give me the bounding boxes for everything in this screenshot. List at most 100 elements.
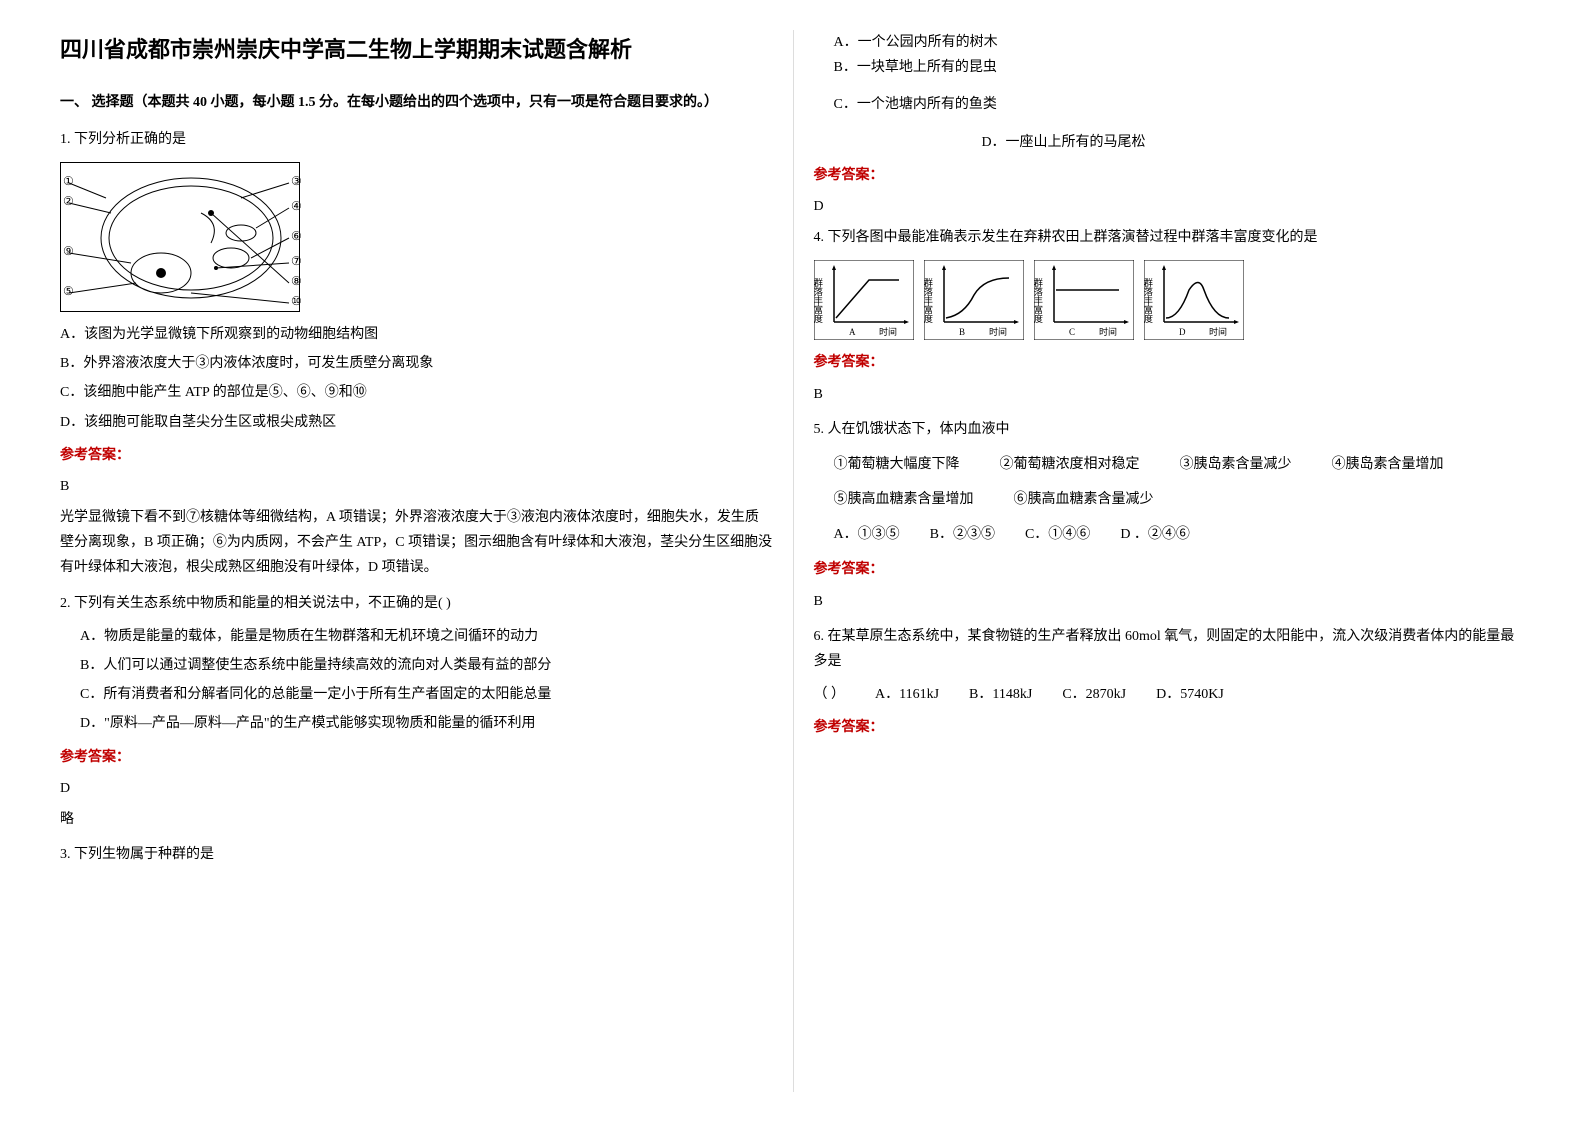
svg-text:⑩: ⑩ bbox=[291, 294, 301, 308]
svg-text:⑤: ⑤ bbox=[63, 284, 74, 298]
question-5: 5. 人在饥饿状态下，体内血液中 ①葡萄糖大幅度下降 ②葡萄糖浓度相对稳定 ③胰… bbox=[814, 417, 1528, 614]
q4-charts: 群落丰富度 A 时间 群落丰富度 B 时间 bbox=[814, 260, 1528, 340]
q2-options: A．物质是能量的载体，能量是物质在生物群落和无机环境之间循环的动力 B．人们可以… bbox=[60, 624, 773, 737]
q1-stem: 下列分析正确的是 bbox=[74, 132, 186, 147]
q6-options: （ ） A．1161kJ B．1148kJ C．2870kJ D．5740KJ bbox=[814, 682, 1528, 707]
svg-text:B: B bbox=[959, 327, 965, 337]
svg-text:时间: 时间 bbox=[1099, 326, 1117, 337]
svg-text:时间: 时间 bbox=[989, 326, 1007, 337]
q6-option-a: A．1161kJ bbox=[875, 682, 939, 707]
svg-text:⑧: ⑧ bbox=[291, 274, 301, 288]
q1-option-b: B．外界溶液浓度大于③内液体浓度时，可发生质壁分离现象 bbox=[60, 351, 773, 376]
question-3: 3. 下列生物属于种群的是 bbox=[60, 842, 773, 867]
q6-option-b: B．1148kJ bbox=[969, 682, 1032, 707]
q5-option-d: D ．②④⑥ bbox=[1120, 522, 1190, 547]
q1-options: A．该图为光学显微镜下所观察到的动物细胞结构图 B．外界溶液浓度大于③内液体浓度… bbox=[60, 322, 773, 435]
question-4: 4. 下列各图中最能准确表示发生在弃耕农田上群落演替过程中群落丰富度变化的是 群… bbox=[814, 225, 1528, 407]
q2-stem: 下列有关生态系统中物质和能量的相关说法中，不正确的是( ) bbox=[74, 596, 451, 611]
q5-number: 5. bbox=[814, 422, 825, 437]
q6-paren: （ ） bbox=[814, 682, 846, 707]
chart-c: 群落丰富度 C 时间 bbox=[1034, 260, 1134, 340]
svg-text:④: ④ bbox=[291, 199, 301, 213]
q6-answer-label: 参考答案： bbox=[814, 715, 1528, 740]
q4-answer: B bbox=[814, 382, 1528, 407]
section-header: 一、 选择题（本题共 40 小题，每小题 1.5 分。在每小题给出的四个选项中，… bbox=[60, 90, 773, 115]
q2-number: 2. bbox=[60, 596, 71, 611]
svg-text:⑦: ⑦ bbox=[291, 254, 301, 268]
q4-stem: 下列各图中最能准确表示发生在弃耕农田上群落演替过程中群落丰富度变化的是 bbox=[828, 230, 1318, 245]
chart-d: 群落丰富度 D 时间 bbox=[1144, 260, 1244, 340]
q5-item-2: ②葡萄糖浓度相对稳定 bbox=[1000, 452, 1140, 477]
q1-answer: B bbox=[60, 474, 773, 499]
q5-item-5: ⑤胰高血糖素含量增加 bbox=[834, 487, 974, 512]
q2-option-a: A．物质是能量的载体，能量是物质在生物群落和无机环境之间循环的动力 bbox=[80, 624, 773, 649]
svg-text:群落丰富度: 群落丰富度 bbox=[924, 277, 933, 324]
q5-answer: B bbox=[814, 589, 1528, 614]
q3-stem: 下列生物属于种群的是 bbox=[74, 847, 214, 862]
q5-option-b: B．②③⑤ bbox=[930, 522, 995, 547]
q4-text: 4. 下列各图中最能准确表示发生在弃耕农田上群落演替过程中群落丰富度变化的是 bbox=[814, 225, 1528, 250]
svg-text:①: ① bbox=[63, 174, 74, 188]
q3-option-a: A．一个公园内所有的树木 bbox=[834, 30, 1146, 55]
svg-text:C: C bbox=[1069, 327, 1075, 337]
svg-text:时间: 时间 bbox=[879, 326, 897, 337]
q2-answer: D bbox=[60, 776, 773, 801]
svg-text:D: D bbox=[1179, 327, 1186, 337]
left-column: 四川省成都市崇州崇庆中学高二生物上学期期末试题含解析 一、 选择题（本题共 40… bbox=[40, 30, 794, 1092]
cell-diagram: ① ② ⑨ ⑤ ③ ④ ⑥ ⑦ ⑧ ⑩ bbox=[60, 162, 300, 312]
question-1: 1. 下列分析正确的是 bbox=[60, 127, 773, 581]
svg-text:时间: 时间 bbox=[1209, 326, 1227, 337]
q3-option-b: B．一块草地上所有的昆虫 bbox=[834, 55, 1146, 80]
q5-items: ①葡萄糖大幅度下降 ②葡萄糖浓度相对稳定 ③胰岛素含量减少 ④胰岛素含量增加 ⑤… bbox=[814, 452, 1528, 512]
q3-number: 3. bbox=[60, 847, 71, 862]
q5-answer-label: 参考答案： bbox=[814, 557, 1528, 582]
q5-stem: 人在饥饿状态下，体内血液中 bbox=[828, 422, 1010, 437]
chart-b: 群落丰富度 B 时间 bbox=[924, 260, 1024, 340]
q5-option-c: C．①④⑥ bbox=[1025, 522, 1090, 547]
question-2: 2. 下列有关生态系统中物质和能量的相关说法中，不正确的是( ) A．物质是能量… bbox=[60, 591, 773, 833]
svg-text:②: ② bbox=[63, 194, 74, 208]
q5-item-3: ③胰岛素含量减少 bbox=[1180, 452, 1292, 477]
q6-option-d: D．5740KJ bbox=[1156, 682, 1224, 707]
q2-option-c: C．所有消费者和分解者同化的总能量一定小于所有生产者固定的太阳能总量 bbox=[80, 682, 773, 707]
right-column: A．一个公园内所有的树木 B．一块草地上所有的昆虫 C．一个池塘内所有的鱼类 D… bbox=[794, 30, 1548, 1092]
q6-text: 6. 在某草原生态系统中，某食物链的生产者释放出 60mol 氧气，则固定的太阳… bbox=[814, 624, 1528, 674]
q2-answer-label: 参考答案： bbox=[60, 745, 773, 770]
q5-options: A．①③⑤ B．②③⑤ C．①④⑥ D ．②④⑥ bbox=[814, 522, 1528, 547]
q5-item-1: ①葡萄糖大幅度下降 bbox=[834, 452, 960, 477]
svg-text:A: A bbox=[849, 327, 856, 337]
chart-a: 群落丰富度 A 时间 bbox=[814, 260, 914, 340]
q1-text: 1. 下列分析正确的是 bbox=[60, 127, 773, 152]
q3-options: A．一个公园内所有的树木 B．一块草地上所有的昆虫 C．一个池塘内所有的鱼类 D… bbox=[814, 30, 1528, 155]
q3-option-d: D．一座山上所有的马尾松 bbox=[834, 130, 1146, 155]
q6-number: 6. bbox=[814, 629, 825, 644]
q1-option-a: A．该图为光学显微镜下所观察到的动物细胞结构图 bbox=[60, 322, 773, 347]
svg-text:群落丰富度: 群落丰富度 bbox=[1144, 277, 1153, 324]
q6-option-c: C．2870kJ bbox=[1062, 682, 1126, 707]
q1-explanation: 光学显微镜下看不到⑦核糖体等细微结构，A 项错误；外界溶液浓度大于③液泡内液体浓… bbox=[60, 505, 773, 581]
q2-text: 2. 下列有关生态系统中物质和能量的相关说法中，不正确的是( ) bbox=[60, 591, 773, 616]
q3-answer-label: 参考答案： bbox=[814, 163, 1528, 188]
q2-extra: 略 bbox=[60, 807, 773, 832]
q1-number: 1. bbox=[60, 132, 71, 147]
question-6: 6. 在某草原生态系统中，某食物链的生产者释放出 60mol 氧气，则固定的太阳… bbox=[814, 624, 1528, 741]
q6-stem: 在某草原生态系统中，某食物链的生产者释放出 60mol 氧气，则固定的太阳能中，… bbox=[814, 629, 1515, 669]
q2-option-d: D．"原料—产品—原料—产品"的生产模式能够实现物质和能量的循环利用 bbox=[80, 711, 773, 736]
q1-answer-label: 参考答案： bbox=[60, 443, 773, 468]
page-title: 四川省成都市崇州崇庆中学高二生物上学期期末试题含解析 bbox=[60, 30, 773, 70]
svg-text:群落丰富度: 群落丰富度 bbox=[1034, 277, 1043, 324]
q5-item-4: ④胰岛素含量增加 bbox=[1332, 452, 1444, 477]
q3-option-c: C．一个池塘内所有的鱼类 bbox=[834, 92, 1146, 117]
q5-option-a: A．①③⑤ bbox=[834, 522, 900, 547]
q5-item-6: ⑥胰高血糖素含量减少 bbox=[1014, 487, 1154, 512]
q1-option-c: C．该细胞中能产生 ATP 的部位是⑤、⑥、⑨和⑩ bbox=[60, 380, 773, 405]
q3-text: 3. 下列生物属于种群的是 bbox=[60, 842, 773, 867]
svg-text:群落丰富度: 群落丰富度 bbox=[814, 277, 823, 324]
q1-option-d: D．该细胞可能取自茎尖分生区或根尖成熟区 bbox=[60, 410, 773, 435]
q5-text: 5. 人在饥饿状态下，体内血液中 bbox=[814, 417, 1528, 442]
q3-answer: D bbox=[814, 194, 1528, 219]
svg-text:⑨: ⑨ bbox=[63, 244, 74, 258]
q4-answer-label: 参考答案： bbox=[814, 350, 1528, 375]
svg-text:⑥: ⑥ bbox=[291, 229, 301, 243]
svg-text:③: ③ bbox=[291, 174, 301, 188]
